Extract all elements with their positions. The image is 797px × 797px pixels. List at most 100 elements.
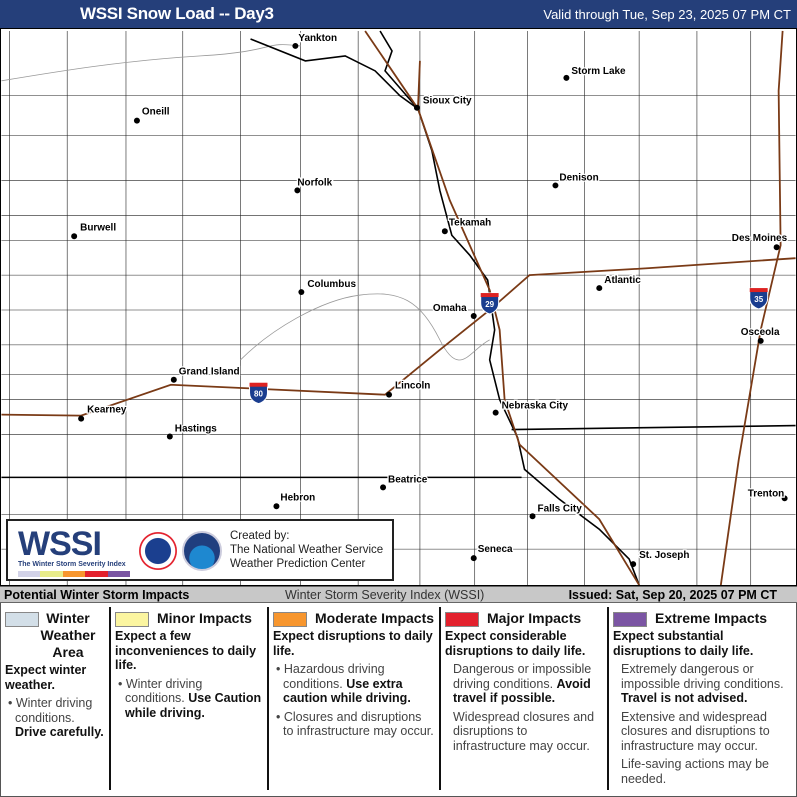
- legend-item-text: Extensive and widespread closures and di…: [621, 709, 770, 753]
- city-dot: [386, 391, 393, 398]
- legend-item-emphasis: Travel is not advised.: [621, 691, 748, 705]
- interstates: [1, 30, 796, 585]
- noaa-emblem-icon: [182, 531, 222, 571]
- city-label: Grand Island: [179, 367, 240, 378]
- city-label: Kearney: [87, 405, 127, 416]
- city-dot: [596, 285, 603, 292]
- legend-item-text: Closures and disruptions to infrastructu…: [283, 709, 434, 739]
- city-dot: [470, 312, 477, 319]
- created-by-label: Created by:: [230, 530, 290, 542]
- city-label: Burwell: [80, 222, 116, 233]
- city-dot: [529, 513, 536, 520]
- city-trenton: Trenton: [746, 487, 788, 502]
- city-dot: [630, 561, 637, 568]
- interstate-80-shield-icon: 80: [249, 382, 268, 405]
- city-label: Hastings: [175, 424, 217, 435]
- legend-item-text: Dangerous or impossible driving conditio…: [453, 662, 592, 691]
- city-label: Oneill: [142, 107, 170, 118]
- legend-winter-weather-area: Winter Weather Area Expect winter weather…: [1, 607, 109, 790]
- city-dot: [441, 228, 448, 235]
- city-dot: [170, 376, 177, 383]
- city-label: Lincoln: [395, 381, 430, 392]
- city-dot: [133, 117, 140, 124]
- city-dot: [470, 555, 477, 562]
- bullet: •: [118, 676, 126, 691]
- legend-head: Expect winter weather.: [5, 663, 87, 692]
- legend-swatch: [5, 612, 39, 627]
- legend-title: Winter Weather Area: [40, 610, 96, 660]
- city-denison: Denison: [552, 171, 600, 189]
- legend-swatch: [273, 612, 307, 627]
- city-lincoln: Lincoln: [386, 379, 432, 398]
- city-label: Falls City: [538, 503, 583, 514]
- city-atlantic: Atlantic: [596, 274, 642, 292]
- city-falls-city: Falls City: [529, 502, 583, 520]
- city-yankton: Yankton: [292, 32, 338, 49]
- city-storm-lake: Storm Lake: [563, 65, 627, 81]
- map-title: WSSI Snow Load -- Day3: [80, 4, 274, 23]
- legend-swatch: [445, 612, 479, 627]
- state-boundaries: [1, 30, 796, 585]
- index-name: Winter Storm Severity Index (WSSI): [285, 588, 485, 602]
- legend-item-emphasis: Use Caution while driving.: [125, 691, 262, 720]
- interstate-29-shield-icon: 29: [480, 292, 500, 315]
- legend-title: Minor Impacts: [157, 610, 252, 626]
- interstate-number: 35: [754, 295, 763, 304]
- legend-extreme-impacts: Extreme Impacts Expect substantial disrup…: [607, 607, 797, 790]
- legend-swatch: [115, 612, 149, 627]
- valid-time: Valid through Tue, Sep 23, 2025 07 PM CT: [543, 7, 791, 22]
- legend-item-emphasis: Use extra caution while driving.: [283, 676, 411, 706]
- city-dot: [552, 182, 559, 189]
- legend-item-text: Extremely dangerous or impossible drivin…: [621, 662, 784, 691]
- city-dot: [781, 495, 788, 502]
- interstate-35-shield-icon: 35: [749, 287, 769, 310]
- legend-item: Life-saving actions may be needed.: [609, 757, 797, 786]
- info-strip: Potential Winter Storm Impacts Winter St…: [0, 586, 797, 603]
- legend-item: Widespread closures and disruptions to i…: [441, 710, 607, 754]
- city-markers: Yankton Oneill Sioux City Storm Lake Norfolk…: [71, 32, 789, 568]
- legend-item-text: Widespread closures and disruptions to i…: [453, 709, 595, 753]
- city-beatrice: Beatrice: [380, 473, 429, 491]
- city-norfolk: Norfolk: [294, 176, 334, 194]
- city-dot: [166, 433, 173, 440]
- city-label: Storm Lake: [571, 66, 626, 77]
- city-dot: [71, 233, 78, 240]
- legend-item: Extremely dangerous or impossible drivin…: [609, 662, 797, 706]
- legend-item: • Winter driving conditions. Drive caref…: [1, 696, 109, 740]
- city-nebraska-city: Nebraska City: [492, 399, 570, 416]
- legend-item: Dangerous or impossible driving conditio…: [441, 662, 607, 706]
- city-dot: [380, 484, 387, 491]
- city-columbus: Columbus: [298, 278, 358, 296]
- city-st-joseph: St. Joseph: [630, 549, 691, 568]
- legend-moderate-impacts: Moderate Impacts Expect disruptions to da…: [267, 607, 439, 790]
- legend-item: Extensive and widespread closures and di…: [609, 710, 797, 754]
- city-osceola: Osceola: [740, 326, 781, 344]
- legend-title: Major Impacts: [487, 610, 582, 626]
- city-burwell: Burwell: [71, 221, 118, 240]
- interstate-number: 80: [254, 390, 263, 399]
- org-wpc: Weather Prediction Center: [230, 558, 366, 570]
- legend-title: Extreme Impacts: [655, 610, 768, 626]
- legend-item-text: Winter driving conditions.: [125, 676, 203, 706]
- city-dot: [413, 104, 420, 111]
- city-dot: [563, 74, 570, 81]
- city-label: Des Moines: [732, 233, 788, 244]
- city-label: St. Joseph: [639, 550, 689, 561]
- created-by: Created by: The National Weather Service…: [230, 529, 383, 571]
- city-grand-island: Grand Island: [170, 366, 241, 383]
- city-tekamah: Tekamah: [441, 216, 492, 235]
- city-label: Osceola: [741, 327, 780, 338]
- city-seneca: Seneca: [470, 543, 514, 562]
- legend-head: Expect substantial disruptions to daily …: [613, 629, 754, 658]
- city-label: Atlantic: [604, 275, 641, 286]
- rivers: [1, 44, 490, 361]
- impacts-heading: Potential Winter Storm Impacts: [4, 588, 190, 602]
- city-hebron: Hebron: [273, 491, 317, 510]
- bullet: •: [276, 709, 284, 724]
- interstate-shields: 29 80 35: [249, 287, 769, 405]
- city-dot: [292, 42, 299, 49]
- city-label: Columbus: [307, 279, 356, 290]
- city-dot: [273, 503, 280, 510]
- city-des-moines: Des Moines: [731, 232, 789, 251]
- city-label: Nebraska City: [502, 401, 569, 412]
